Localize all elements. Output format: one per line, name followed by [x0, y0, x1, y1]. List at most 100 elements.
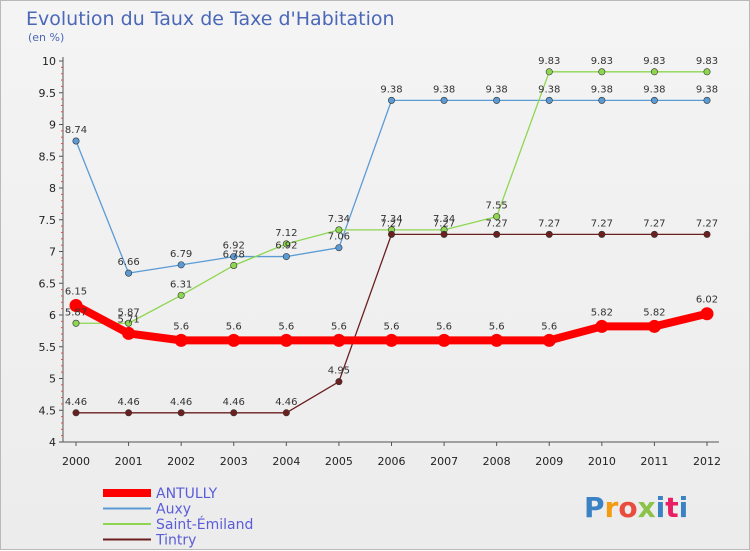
data-point — [493, 96, 501, 104]
data-label: 9.38 — [696, 84, 718, 95]
data-point — [440, 96, 448, 104]
data-label: 9.38 — [643, 84, 665, 95]
data-point — [230, 253, 238, 261]
data-point — [650, 230, 658, 238]
data-label: 4.46 — [170, 397, 192, 408]
data-point — [69, 298, 83, 312]
data-label: 7.12 — [275, 228, 297, 239]
data-label: 5.6 — [489, 321, 505, 332]
data-point — [703, 96, 711, 104]
legend-label-tintry: Tintry — [155, 533, 196, 549]
data-label: 5.6 — [541, 321, 557, 332]
data-label: 5.87 — [65, 307, 87, 318]
data-label: 5.6 — [384, 321, 400, 332]
y-tick-label: 4 — [49, 436, 56, 449]
data-point — [545, 68, 553, 76]
data-point — [125, 269, 133, 277]
data-point — [125, 409, 133, 417]
logo-letter: i — [656, 491, 666, 524]
data-label: 6.15 — [65, 286, 87, 297]
x-tick-label: 2006 — [378, 455, 406, 468]
logo-letter: r — [605, 491, 619, 524]
logo-letter: t — [665, 491, 678, 524]
y-tick-label: 7 — [49, 246, 56, 259]
y-tick-label: 6.5 — [39, 277, 57, 290]
data-point — [650, 96, 658, 104]
x-tick-label: 2000 — [62, 455, 90, 468]
data-label: 4.95 — [328, 366, 350, 377]
y-tick-label: 9.5 — [39, 87, 57, 100]
data-point — [650, 68, 658, 76]
data-label: 7.27 — [591, 218, 613, 229]
data-label: 6.92 — [275, 241, 297, 252]
data-point — [387, 96, 395, 104]
x-tick-label: 2012 — [693, 455, 721, 468]
data-point — [542, 333, 556, 347]
x-tick-label: 2002 — [167, 455, 195, 468]
data-point — [122, 326, 136, 340]
y-tick-label: 6 — [49, 309, 56, 322]
data-point — [335, 378, 343, 386]
data-point — [437, 333, 451, 347]
data-label: 7.27 — [643, 218, 665, 229]
data-label: 5.6 — [436, 321, 452, 332]
x-tick-label: 2011 — [640, 455, 668, 468]
x-tick-label: 2005 — [325, 455, 353, 468]
data-label: 7.27 — [433, 218, 455, 229]
legend-label-auxy: Auxy — [156, 502, 191, 518]
x-tick-label: 2008 — [483, 455, 511, 468]
data-label: 5.71 — [117, 314, 139, 325]
data-label: 5.87 — [117, 307, 139, 318]
data-point — [490, 333, 504, 347]
data-label: 5.6 — [173, 321, 189, 332]
data-point — [703, 68, 711, 76]
data-label: 5.82 — [591, 307, 613, 318]
data-point — [227, 333, 241, 347]
data-label: 4.46 — [223, 397, 245, 408]
data-label: 9.83 — [696, 56, 718, 67]
series-auxy — [72, 96, 711, 277]
data-label: 6.78 — [223, 249, 245, 260]
data-point — [387, 230, 395, 238]
data-label: 9.38 — [538, 84, 560, 95]
y-tick-label: 8.5 — [39, 150, 57, 163]
data-point — [335, 226, 343, 234]
y-tick-label: 9 — [49, 119, 56, 132]
data-label: 4.46 — [65, 397, 87, 408]
data-point — [230, 261, 238, 269]
y-tick-label: 7.5 — [39, 214, 57, 227]
data-point — [174, 333, 188, 347]
x-tick-label: 2009 — [535, 455, 563, 468]
data-point — [335, 244, 343, 252]
data-point — [700, 307, 714, 321]
data-point — [125, 319, 133, 327]
data-point — [440, 230, 448, 238]
data-point — [595, 319, 609, 333]
data-label: 6.92 — [223, 241, 245, 252]
data-point — [282, 240, 290, 248]
x-tick-label: 2010 — [588, 455, 616, 468]
data-point — [598, 68, 606, 76]
data-label: 5.6 — [278, 321, 294, 332]
data-label: 5.6 — [331, 321, 347, 332]
series-antully — [69, 298, 714, 347]
chart-subtitle: (en %) — [28, 31, 64, 44]
axes: 4 4.5 5 5.5 6 6.5 7 7.5 8 8.5 9 9.5 10 2000 2001 2002 20… — [39, 55, 722, 468]
data-point — [177, 291, 185, 299]
data-label: 9.38 — [591, 84, 613, 95]
data-label: 7.27 — [696, 218, 718, 229]
data-labels: 8.74 6.66 6.79 6.92 6.92 7.06 9.38 9.38 9.38 9.38… — [65, 56, 718, 408]
data-point — [493, 213, 501, 221]
x-tick-label: 2007 — [430, 455, 458, 468]
y-tick-label: 4.5 — [39, 404, 57, 417]
data-point — [230, 409, 238, 417]
logo-letter: x — [638, 491, 656, 524]
data-label: 5.82 — [643, 307, 665, 318]
data-label: 5.6 — [226, 321, 242, 332]
data-label: 9.38 — [486, 84, 508, 95]
data-label: 6.79 — [170, 249, 192, 260]
data-label: 9.83 — [643, 56, 665, 67]
data-point — [177, 409, 185, 417]
